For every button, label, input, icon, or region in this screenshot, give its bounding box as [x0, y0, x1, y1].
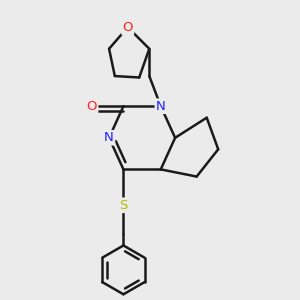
Text: O: O — [87, 100, 97, 113]
Text: N: N — [156, 100, 166, 113]
Text: S: S — [119, 199, 128, 212]
Text: N: N — [104, 131, 114, 144]
Text: O: O — [122, 21, 133, 34]
